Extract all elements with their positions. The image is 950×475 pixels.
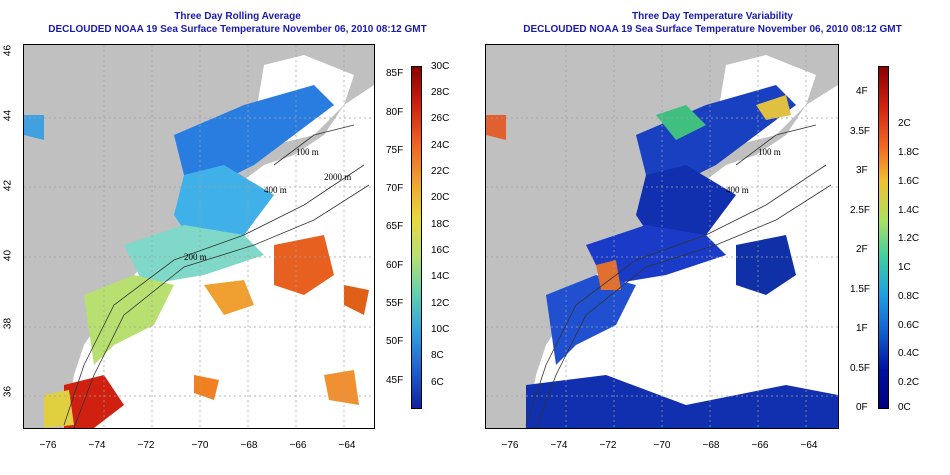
y-tick: 38 <box>2 317 14 330</box>
cbar-c-label: 28C <box>431 87 450 98</box>
cbar-f-label: 50F <box>386 336 404 347</box>
cbar-c-label: 16C <box>431 245 450 256</box>
x-tick: −74 <box>550 440 568 451</box>
y-tick: 40 <box>2 249 14 262</box>
x-tick: −72 <box>599 440 617 451</box>
y-tick: 36 <box>2 385 14 398</box>
x-tick: −66 <box>289 440 307 451</box>
cbar-f-label: 45F <box>386 375 404 386</box>
cbar-f-label: 85F <box>386 68 404 79</box>
right-map-image: 100 m 400 m <box>486 45 838 428</box>
cbar-c-label: 0C <box>898 402 911 413</box>
cbar-f-label: 4F <box>856 86 868 97</box>
contour-label-200m: 200 m <box>184 252 207 262</box>
cbar-c-label: 1.2C <box>898 233 920 244</box>
left-map[interactable]: 100 m 200 m 2000 m 400 m <box>23 44 375 429</box>
right-subtitle: DECLOUDED NOAA 19 Sea Surface Temperatur… <box>523 24 902 35</box>
y-tick: 42 <box>2 179 14 192</box>
sst-average-panel: Three Day Rolling Average DECLOUDED NOAA… <box>2 11 450 451</box>
cbar-c-label: 30C <box>431 61 450 72</box>
cbar-c-label: 8C <box>431 350 444 361</box>
contour-label-100m: 100 m <box>758 147 781 157</box>
x-tick: −76 <box>39 440 57 451</box>
cbar-c-label: 10C <box>431 324 450 335</box>
x-tick: −72 <box>137 440 155 451</box>
cbar-f-label: 70F <box>386 183 404 194</box>
cbar-f-label: 3F <box>856 165 868 176</box>
cbar-f-label: 75F <box>386 145 404 156</box>
cbar-c-label: 0.2C <box>898 377 920 388</box>
x-tick: −64 <box>800 440 818 451</box>
cbar-f-label: 65F <box>386 221 404 232</box>
cbar-f-label: 55F <box>386 298 404 309</box>
right-title: Three Day Temperature Variability <box>632 11 793 22</box>
cbar-c-label: 2C <box>898 118 911 129</box>
y-tick: 46 <box>2 44 14 57</box>
cbar-f-label: 0.5F <box>850 363 871 374</box>
cbar-f-label: 0F <box>856 402 868 413</box>
sst-colorbar <box>411 66 422 409</box>
x-tick: −68 <box>702 440 720 451</box>
contour-label-400m: 400 m <box>264 185 287 195</box>
cbar-c-label: 1C <box>898 262 911 273</box>
sst-variability-panel: Three Day Temperature Variability DECLOU… <box>475 0 950 475</box>
cbar-f-label: 2.5F <box>850 205 871 216</box>
x-tick: −64 <box>338 440 356 451</box>
x-tick: −70 <box>653 440 671 451</box>
cbar-c-label: 18C <box>431 219 450 230</box>
cbar-c-label: 1.8C <box>898 147 920 158</box>
x-tick: −76 <box>501 440 519 451</box>
right-map[interactable]: 100 m 400 m <box>485 44 839 429</box>
cbar-c-label: 20C <box>431 192 450 203</box>
cbar-c-label: 24C <box>431 140 450 151</box>
cbar-c-label: 26C <box>431 113 450 124</box>
cbar-c-label: 0.4C <box>898 348 920 359</box>
cbar-f-label: 1.5F <box>850 284 871 295</box>
cbar-f-label: 3.5F <box>850 126 871 137</box>
x-tick: −70 <box>191 440 209 451</box>
y-tick: 44 <box>2 109 14 122</box>
contour-label-100m: 100 m <box>296 147 319 157</box>
cbar-c-label: 14C <box>431 271 450 282</box>
cbar-f-label: 60F <box>386 260 404 271</box>
cbar-f-label: 80F <box>386 107 404 118</box>
variability-colorbar <box>878 66 889 409</box>
x-tick: −66 <box>751 440 769 451</box>
left-map-image: 100 m 200 m 2000 m 400 m <box>24 45 374 428</box>
left-subtitle: DECLOUDED NOAA 19 Sea Surface Temperatur… <box>48 24 427 35</box>
cbar-c-label: 12C <box>431 298 450 309</box>
x-tick: −74 <box>88 440 106 451</box>
contour-label-400m: 400 m <box>726 185 749 195</box>
cbar-f-label: 1F <box>856 323 868 334</box>
cbar-c-label: 6C <box>431 377 444 388</box>
cbar-f-label: 2F <box>856 244 868 255</box>
cbar-c-label: 0.6C <box>898 320 920 331</box>
cbar-c-label: 22C <box>431 166 450 177</box>
left-title: Three Day Rolling Average <box>174 11 301 22</box>
cbar-c-label: 1.6C <box>898 176 920 187</box>
cbar-c-label: 1.4C <box>898 205 920 216</box>
x-tick: −68 <box>240 440 258 451</box>
cbar-c-label: 0.8C <box>898 291 920 302</box>
contour-label-2000m: 2000 m <box>324 172 351 182</box>
